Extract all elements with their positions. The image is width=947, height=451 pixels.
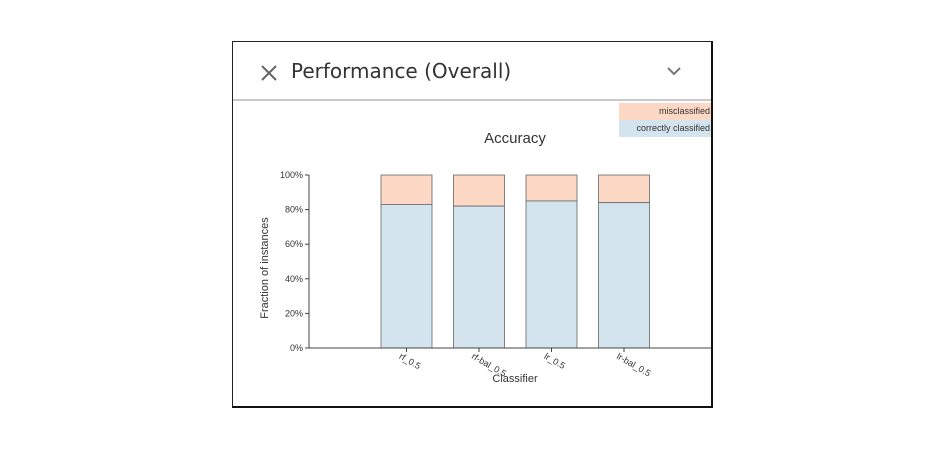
bar-correctly-classified[interactable] <box>453 205 505 349</box>
panel-title: Performance (Overall) <box>291 59 512 83</box>
bar-misclassified[interactable] <box>525 174 578 202</box>
y-tick-label: 0% <box>290 343 303 353</box>
chevron-down-icon[interactable] <box>665 64 683 78</box>
chart-title: Accuracy <box>484 130 546 147</box>
legend-item-misclassified[interactable]: misclassified <box>619 103 711 120</box>
bar-misclassified[interactable] <box>598 174 650 204</box>
y-tick-label: 80% <box>285 205 303 215</box>
y-tick-label: 20% <box>285 308 303 318</box>
bar-correctly-classified[interactable] <box>525 200 578 349</box>
y-axis-label: Fraction of instances <box>259 217 271 319</box>
y-tick-label: 100% <box>280 170 303 180</box>
performance-panel: Performance (Overall) misclassified corr… <box>232 41 713 408</box>
x-tick-label: lr-bal_0.5 <box>615 351 653 378</box>
y-axis: 0% 20% 40% 60% 80% 100% <box>280 170 310 353</box>
x-tick-label: lr_0.5 <box>543 351 567 371</box>
bars <box>380 174 650 349</box>
bar-correctly-classified[interactable] <box>598 202 650 349</box>
chart-legend: misclassified correctly classified <box>619 103 711 137</box>
legend-item-correctly-classified[interactable]: correctly classified <box>619 120 711 137</box>
bar-misclassified[interactable] <box>380 174 433 205</box>
bar-correctly-classified[interactable] <box>380 204 433 349</box>
x-axis-label: Classifier <box>492 373 538 385</box>
panel-header: Performance (Overall) <box>233 42 711 101</box>
bar-misclassified[interactable] <box>453 174 505 207</box>
close-icon[interactable] <box>258 62 280 84</box>
y-tick-label: 60% <box>285 239 303 249</box>
y-tick-label: 40% <box>285 274 303 284</box>
x-tick-label: rf_0.5 <box>398 351 423 371</box>
accuracy-chart: Accuracy 0%20%40%60%80%100% rf_0.5 rf-bal… <box>259 130 711 385</box>
